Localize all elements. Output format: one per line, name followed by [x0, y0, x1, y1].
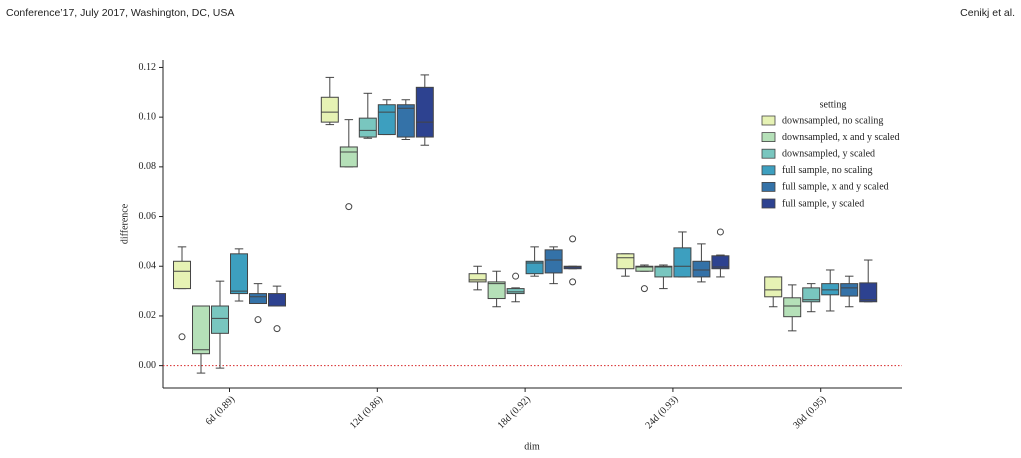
outlier	[569, 235, 577, 243]
x-tick-label: 30d (0.95)	[791, 394, 828, 431]
x-tick-label: 18d (0.92)	[496, 394, 533, 431]
y-axis-label: difference	[119, 203, 130, 244]
y-tick-label: 0.02	[139, 310, 157, 321]
running-author: Cenikj et al.	[960, 7, 1015, 19]
box	[415, 86, 434, 138]
legend-swatch	[761, 148, 776, 159]
y-tick-label: 0.08	[139, 161, 157, 172]
outlier	[716, 228, 724, 236]
y-tick-label: 0.04	[139, 261, 157, 272]
legend-label: downsampled, no scaling	[782, 115, 883, 126]
box	[673, 247, 692, 278]
box	[654, 265, 673, 278]
box	[859, 282, 878, 303]
legend-label: downsampled, y scaled	[782, 148, 875, 159]
box	[783, 297, 802, 318]
outlier	[640, 285, 648, 293]
y-tick-label: 0.10	[139, 111, 157, 122]
box	[544, 249, 563, 274]
box	[764, 276, 783, 298]
x-tick-label: 12d (0.86)	[348, 394, 385, 431]
y-tick-label: 0.12	[139, 62, 157, 73]
legend-label: full sample, x and y scaled	[782, 182, 889, 193]
box	[339, 146, 358, 168]
box	[249, 293, 268, 305]
box	[635, 265, 654, 272]
outlier	[254, 316, 262, 324]
running-header: Conference’17, July 2017, Washington, DC…	[6, 7, 234, 19]
legend-swatch	[761, 181, 776, 192]
outlier	[512, 272, 520, 280]
box	[506, 288, 525, 295]
legend-swatch	[761, 132, 776, 143]
box	[377, 104, 396, 136]
legend-label: full sample, y scaled	[782, 198, 864, 209]
box	[692, 260, 711, 278]
box	[211, 305, 230, 334]
box	[358, 117, 377, 138]
outlier	[273, 325, 281, 333]
legend-swatch	[761, 165, 776, 176]
box	[711, 255, 730, 270]
box	[173, 260, 192, 290]
box	[840, 283, 859, 297]
box	[396, 104, 415, 138]
box	[192, 305, 211, 355]
legend-swatch	[761, 115, 776, 126]
y-tick-label: 0.06	[139, 211, 157, 222]
box	[230, 253, 249, 295]
legend-swatch	[761, 198, 776, 209]
box	[268, 293, 287, 307]
outlier	[569, 278, 577, 286]
y-tick-label: 0.00	[139, 360, 157, 371]
box	[616, 253, 635, 270]
box	[525, 260, 544, 275]
legend-label: downsampled, x and y scaled	[782, 132, 899, 143]
outlier	[178, 333, 186, 341]
box	[468, 273, 487, 283]
legend-label: full sample, no scaling	[782, 165, 873, 176]
box	[487, 281, 506, 300]
x-axis-label: dim	[524, 441, 540, 452]
box	[802, 287, 821, 303]
box	[320, 96, 339, 123]
legend-title: setting	[820, 99, 847, 110]
outlier	[345, 203, 353, 211]
x-tick-label: 6d (0.89)	[204, 394, 238, 428]
x-tick-label: 24d (0.93)	[643, 394, 680, 431]
box	[821, 283, 840, 296]
